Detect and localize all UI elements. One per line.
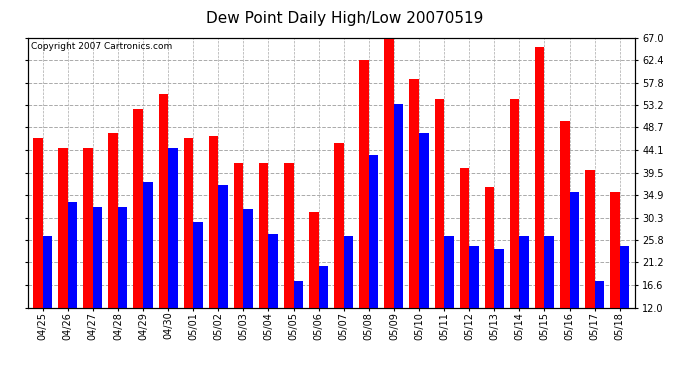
Bar — [218, 185, 228, 366]
Bar — [535, 47, 544, 366]
Bar — [68, 202, 77, 366]
Bar — [595, 280, 604, 366]
Bar — [610, 192, 620, 366]
Bar — [209, 136, 218, 366]
Bar — [133, 109, 143, 366]
Bar — [244, 209, 253, 366]
Bar — [485, 187, 494, 366]
Bar — [284, 163, 293, 366]
Bar — [585, 170, 595, 366]
Bar — [359, 60, 369, 366]
Bar — [83, 148, 93, 366]
Bar — [344, 236, 353, 366]
Bar — [544, 236, 554, 366]
Bar — [384, 38, 394, 366]
Bar — [620, 246, 629, 366]
Bar — [293, 280, 303, 366]
Bar — [143, 182, 152, 366]
Text: Copyright 2007 Cartronics.com: Copyright 2007 Cartronics.com — [30, 42, 172, 51]
Bar — [394, 104, 404, 366]
Text: Dew Point Daily High/Low 20070519: Dew Point Daily High/Low 20070519 — [206, 11, 484, 26]
Bar — [444, 236, 453, 366]
Bar — [309, 212, 319, 366]
Bar — [43, 236, 52, 366]
Bar — [259, 163, 268, 366]
Bar — [510, 99, 520, 366]
Bar — [460, 168, 469, 366]
Bar — [319, 266, 328, 366]
Bar — [268, 234, 278, 366]
Bar — [159, 94, 168, 366]
Bar — [108, 133, 118, 366]
Bar — [118, 207, 128, 366]
Bar — [193, 222, 203, 366]
Bar — [469, 246, 479, 366]
Bar — [560, 121, 569, 366]
Bar — [93, 207, 102, 366]
Bar — [409, 79, 419, 366]
Bar — [435, 99, 444, 366]
Bar — [334, 143, 344, 366]
Bar — [569, 192, 579, 366]
Bar — [520, 236, 529, 366]
Bar — [168, 148, 177, 366]
Bar — [234, 163, 244, 366]
Bar — [184, 138, 193, 366]
Bar — [369, 155, 378, 366]
Bar — [33, 138, 43, 366]
Bar — [58, 148, 68, 366]
Bar — [419, 133, 428, 366]
Bar — [494, 249, 504, 366]
